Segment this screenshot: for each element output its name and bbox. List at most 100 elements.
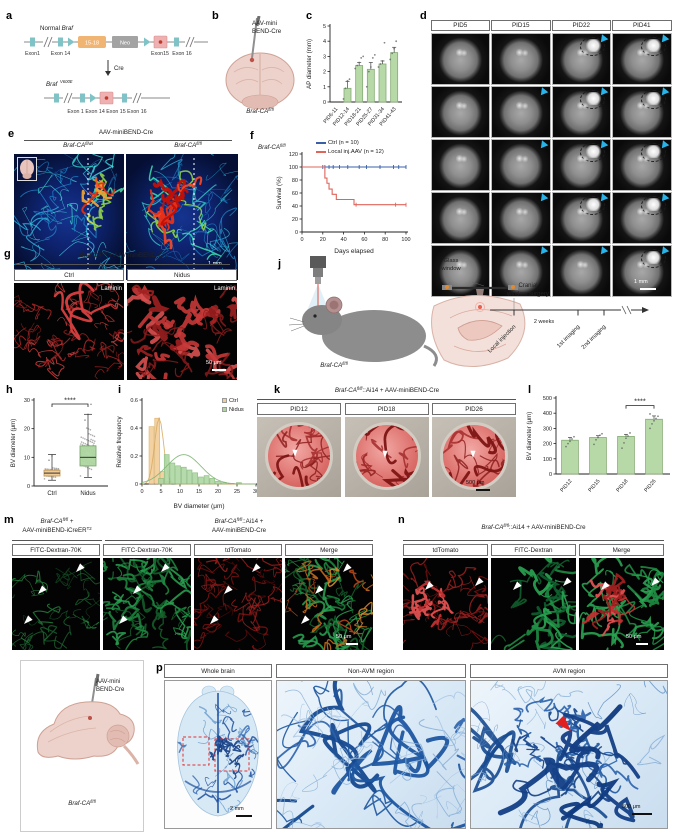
svg-text:PID26: PID26 [643, 478, 657, 493]
brain-side-schematic [36, 673, 140, 765]
mutant-gene-label: Braf [46, 81, 59, 88]
mri-brain-section [430, 139, 490, 191]
arrowhead-icon [537, 139, 548, 151]
svg-text:****: **** [634, 397, 646, 406]
svg-text:100: 100 [289, 165, 298, 171]
whole-brain-image [164, 680, 272, 829]
mri-brain-section [430, 33, 490, 85]
panel-j-letter: j [278, 258, 282, 270]
cranial-window-image [344, 417, 429, 497]
divider [16, 264, 230, 265]
lesion-outline [580, 89, 606, 109]
legend-ctrl: Ctrl (n = 10) [328, 139, 359, 146]
scalebar-n [636, 643, 648, 645]
lesion-outline [640, 142, 666, 162]
svg-text:Cranial: Cranial [518, 283, 537, 289]
arrowhead-icon [555, 715, 571, 731]
bv-diameter-boxplot: 0 10 20 30 BV diameter (μm) Ctrl Nidus **** [10, 396, 108, 497]
image-column-label: Merge [285, 544, 373, 556]
column-label-avm: AVM region [470, 664, 668, 678]
arrowhead-icon [252, 563, 261, 572]
scalebar-label-m: 50 μm [336, 634, 352, 640]
experiment-timeline: Cranial window surgery 2 weeks Local inj… [487, 283, 649, 354]
svg-text:3: 3 [323, 54, 326, 60]
panel-l-letter: l [528, 384, 532, 396]
arrowhead-icon [597, 245, 609, 257]
arrowhead-icon [24, 615, 33, 624]
lesion-outline [640, 248, 666, 268]
svg-text:0: 0 [27, 484, 30, 490]
svg-text:1st imaging: 1st imaging [556, 324, 581, 349]
arrowhead-icon [119, 615, 128, 624]
arrowhead-icon [537, 86, 548, 98]
mri-brain-section [491, 139, 551, 191]
scalebar-label-p-avm: 500 μm [622, 804, 641, 810]
arrowhead-icon [425, 581, 434, 590]
arrowhead-icon [133, 585, 142, 594]
cranial-window [265, 422, 333, 490]
glass-window-label: Glass window [441, 258, 461, 272]
flow-image-fl-fl [126, 154, 238, 280]
scalebar-m [346, 643, 358, 645]
svg-text:Neo: Neo [120, 41, 130, 47]
svg-text:AP diameter (mm): AP diameter (mm) [306, 39, 313, 89]
brain-inset-icon [17, 157, 37, 181]
panel-g-letter: g [4, 248, 11, 260]
image-column-label: tdTomato [403, 544, 488, 556]
laminin-image-ctrl [14, 283, 124, 380]
mri-brain-section [491, 86, 551, 138]
svg-text:120: 120 [289, 152, 298, 158]
scalebar-d [640, 288, 656, 290]
cranial-window-image [257, 417, 341, 497]
arrowhead-icon [381, 450, 388, 458]
arrowhead-icon [315, 585, 324, 594]
gene-diagram: Normal Braf 15-18 Neo Exon1 Exon 14 Exon… [24, 25, 208, 115]
panel-e-header: AAV-miniBEND-Cre [98, 129, 154, 136]
svg-text:****: **** [64, 396, 76, 405]
nidus-swatch [222, 407, 227, 412]
tdtomato-image-n [403, 558, 488, 650]
arrowhead-icon [301, 615, 310, 624]
panel-a-letter: a [6, 10, 13, 22]
image-column-label: FITC-Dextran-70K [12, 544, 100, 556]
divider [257, 399, 516, 400]
panel-h-letter: h [6, 384, 13, 396]
aav-injection-label-o: AAV-mini BEND-Cre [96, 679, 125, 694]
divider [105, 540, 373, 541]
laminin-image-nidus [127, 283, 237, 380]
channel-label-row: FITC-Dextran-70K FITC-Dextran-70K tdTomato… [12, 544, 376, 556]
svg-text:20: 20 [24, 427, 30, 433]
image-column-label: FITC-Dextran [491, 544, 576, 556]
svg-text:BV diameter (μm): BV diameter (μm) [173, 503, 224, 510]
channel-label-row: tdTomato FITC-Dextran Merge [403, 544, 665, 556]
svg-text:V600E: V600E [60, 79, 73, 84]
svg-text:15: 15 [196, 489, 202, 495]
arrowhead-icon [470, 450, 476, 458]
panel-e-letter: e [8, 128, 15, 140]
fitc-image-icreer [12, 558, 100, 650]
svg-text:Local injection: Local injection [487, 324, 517, 354]
mri-brain-section [612, 33, 672, 85]
lesion-outline [580, 36, 606, 56]
mri-brain-section [430, 192, 490, 244]
arrowhead-icon [563, 577, 572, 586]
histogram-legend: Ctrl Nidus [222, 396, 244, 414]
panel-k-letter: k [274, 384, 281, 396]
scalebar-label-n: 50 μm [626, 634, 642, 640]
svg-text:Exon 14: Exon 14 [51, 51, 70, 57]
svg-text:20: 20 [292, 217, 298, 223]
tdtomato-image [194, 558, 282, 650]
image-column-label: PID18 [344, 403, 429, 415]
arrowhead-icon [537, 245, 548, 257]
fusion-cassette [78, 36, 106, 48]
panel-m-genotype-2: Braf-CAfl/fl::Ai14 + AAV-miniBEND-Cre [211, 517, 267, 534]
scalebar-p-avm [632, 813, 652, 815]
pid-column-header: PID15 [491, 20, 551, 31]
bv-diameter-bar-chart: 0 100 200 300 400 500 BV diameter (μm) PID12 PID… [526, 396, 670, 494]
cranial-window [352, 422, 421, 490]
svg-text:0: 0 [300, 237, 303, 243]
mouse-schematic [288, 296, 438, 367]
panel-k-header: Braf-CAfl/fl::Ai14 + AAV-miniBEND-Cre [334, 386, 440, 394]
mri-brain-section [551, 245, 611, 297]
